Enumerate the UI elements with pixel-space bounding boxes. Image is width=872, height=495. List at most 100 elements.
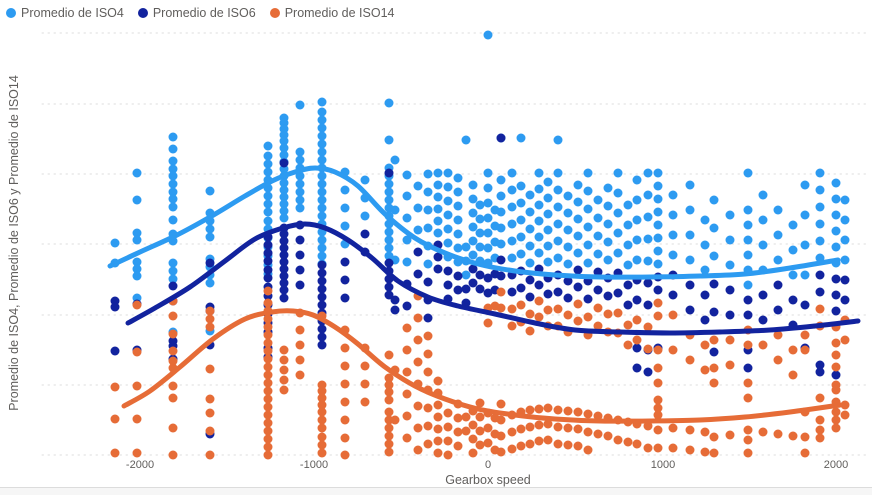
scatter-point[interactable] bbox=[443, 196, 453, 206]
scatter-point[interactable] bbox=[317, 448, 327, 458]
scatter-point[interactable] bbox=[468, 264, 478, 274]
scatter-point[interactable] bbox=[263, 151, 273, 161]
scatter-point[interactable] bbox=[263, 248, 273, 258]
scatter-point[interactable] bbox=[743, 340, 753, 350]
scatter-point[interactable] bbox=[573, 180, 583, 190]
scatter-point[interactable] bbox=[525, 258, 535, 268]
scatter-point[interactable] bbox=[279, 250, 289, 260]
scatter-point[interactable] bbox=[643, 212, 653, 222]
scatter-point[interactable] bbox=[700, 427, 710, 437]
scatter-point[interactable] bbox=[132, 347, 142, 357]
scatter-point[interactable] bbox=[279, 243, 289, 253]
scatter-point[interactable] bbox=[583, 294, 593, 304]
scatter-point[interactable] bbox=[525, 309, 535, 319]
scatter-point[interactable] bbox=[543, 419, 553, 429]
scatter-point[interactable] bbox=[613, 248, 623, 258]
scatter-point[interactable] bbox=[653, 311, 663, 321]
scatter-point[interactable] bbox=[534, 404, 544, 414]
scatter-point[interactable] bbox=[453, 243, 463, 253]
scatter-point[interactable] bbox=[831, 290, 841, 300]
scatter-point[interactable] bbox=[132, 195, 142, 205]
scatter-point[interactable] bbox=[773, 230, 783, 240]
scatter-point[interactable] bbox=[743, 280, 753, 290]
scatter-point[interactable] bbox=[423, 367, 433, 377]
scatter-point[interactable] bbox=[433, 400, 443, 410]
scatter-point[interactable] bbox=[758, 215, 768, 225]
scatter-point[interactable] bbox=[132, 448, 142, 458]
scatter-point[interactable] bbox=[709, 223, 719, 233]
scatter-point[interactable] bbox=[168, 156, 178, 166]
scatter-point[interactable] bbox=[263, 256, 273, 266]
scatter-point[interactable] bbox=[168, 187, 178, 197]
scatter-point[interactable] bbox=[340, 415, 350, 425]
scatter-point[interactable] bbox=[507, 304, 517, 314]
scatter-point[interactable] bbox=[402, 345, 412, 355]
scatter-point[interactable] bbox=[543, 289, 553, 299]
scatter-point[interactable] bbox=[317, 211, 327, 221]
scatter-point[interactable] bbox=[402, 301, 412, 311]
scatter-point[interactable] bbox=[653, 345, 663, 355]
scatter-point[interactable] bbox=[743, 250, 753, 260]
scatter-point[interactable] bbox=[632, 363, 642, 373]
scatter-point[interactable] bbox=[205, 322, 215, 332]
scatter-point[interactable] bbox=[263, 159, 273, 169]
scatter-point[interactable] bbox=[643, 300, 653, 310]
scatter-point[interactable] bbox=[483, 273, 493, 283]
scatter-point[interactable] bbox=[132, 414, 142, 424]
scatter-point[interactable] bbox=[168, 194, 178, 204]
scatter-point[interactable] bbox=[815, 219, 825, 229]
scatter-point[interactable] bbox=[709, 307, 719, 317]
scatter-point[interactable] bbox=[563, 242, 573, 252]
scatter-point[interactable] bbox=[384, 350, 394, 360]
scatter-point[interactable] bbox=[831, 306, 841, 316]
scatter-point[interactable] bbox=[384, 290, 394, 300]
scatter-point[interactable] bbox=[168, 144, 178, 154]
scatter-point[interactable] bbox=[534, 420, 544, 430]
scatter-point[interactable] bbox=[700, 265, 710, 275]
scatter-point[interactable] bbox=[516, 441, 526, 451]
scatter-point[interactable] bbox=[317, 123, 327, 133]
scatter-point[interactable] bbox=[263, 141, 273, 151]
scatter-point[interactable] bbox=[443, 182, 453, 192]
scatter-point[interactable] bbox=[613, 188, 623, 198]
scatter-point[interactable] bbox=[423, 187, 433, 197]
scatter-point[interactable] bbox=[453, 427, 463, 437]
scatter-point[interactable] bbox=[263, 386, 273, 396]
scatter-point[interactable] bbox=[507, 185, 517, 195]
scatter-point[interactable] bbox=[433, 376, 443, 386]
scatter-point[interactable] bbox=[653, 395, 663, 405]
scatter-point[interactable] bbox=[423, 313, 433, 323]
scatter-point[interactable] bbox=[725, 430, 735, 440]
scatter-point[interactable] bbox=[263, 402, 273, 412]
scatter-point[interactable] bbox=[788, 270, 798, 280]
scatter-point[interactable] bbox=[653, 378, 663, 388]
scatter-point[interactable] bbox=[700, 240, 710, 250]
scatter-point[interactable] bbox=[263, 418, 273, 428]
scatter-point[interactable] bbox=[815, 236, 825, 246]
scatter-point[interactable] bbox=[413, 445, 423, 455]
scatter-point[interactable] bbox=[623, 280, 633, 290]
scatter-point[interactable] bbox=[800, 345, 810, 355]
scatter-point[interactable] bbox=[263, 167, 273, 177]
scatter-point[interactable] bbox=[340, 221, 350, 231]
scatter-point[interactable] bbox=[632, 343, 642, 353]
scatter-point[interactable] bbox=[632, 175, 642, 185]
scatter-point[interactable] bbox=[279, 285, 289, 295]
scatter-point[interactable] bbox=[593, 303, 603, 313]
scatter-point[interactable] bbox=[543, 209, 553, 219]
scatter-point[interactable] bbox=[340, 397, 350, 407]
scatter-point[interactable] bbox=[263, 207, 273, 217]
scatter-point[interactable] bbox=[317, 432, 327, 442]
scatter-point[interactable] bbox=[840, 295, 850, 305]
scatter-point[interactable] bbox=[685, 280, 695, 290]
scatter-point[interactable] bbox=[360, 361, 370, 371]
scatter-point[interactable] bbox=[831, 423, 841, 433]
scatter-point[interactable] bbox=[340, 343, 350, 353]
scatter-point[interactable] bbox=[384, 282, 394, 292]
scatter-point[interactable] bbox=[643, 322, 653, 332]
scatter-point[interactable] bbox=[613, 168, 623, 178]
scatter-point[interactable] bbox=[263, 330, 273, 340]
scatter-point[interactable] bbox=[773, 305, 783, 315]
scatter-point[interactable] bbox=[317, 243, 327, 253]
scatter-point[interactable] bbox=[402, 411, 412, 421]
